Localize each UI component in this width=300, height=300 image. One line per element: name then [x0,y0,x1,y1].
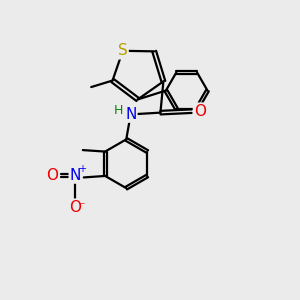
Text: +: + [78,164,86,173]
Text: O: O [69,200,81,215]
Text: N: N [70,168,81,183]
Text: O: O [194,104,206,119]
Text: O: O [46,168,58,183]
Text: H: H [114,104,124,117]
Text: ⁻: ⁻ [79,201,85,214]
Text: N: N [125,106,136,122]
Text: S: S [118,43,128,58]
